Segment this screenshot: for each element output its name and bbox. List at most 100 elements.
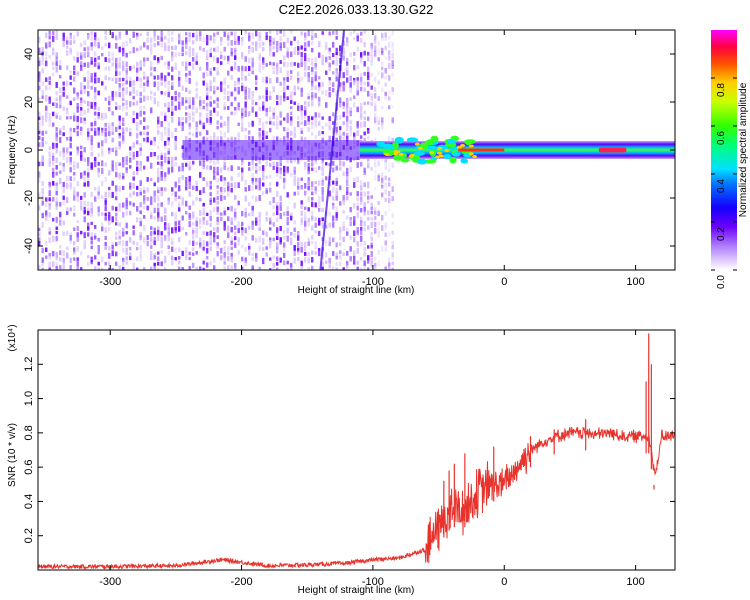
spectrogram-pixel [122,132,125,137]
spectrogram-pixel [234,55,237,60]
spectrogram-pixel [297,231,300,236]
spectrogram-pixel [185,100,188,104]
spectrogram-pixel [300,115,303,121]
spectrogram-pixel [104,227,107,233]
spectrogram-pixel [244,75,247,81]
spectrogram-pixel [178,117,181,122]
spectrogram-pixel [83,207,86,213]
spectrogram-hotspot [456,145,462,149]
spectrogram-pixel [391,252,394,258]
spectrogram-pixel [297,121,300,128]
spectrogram-pixel [153,136,156,142]
spectrogram-image [38,30,675,270]
spectrogram-pixel [293,166,296,173]
spectrogram-pixel [363,101,366,106]
spectrogram-pixel [38,161,41,167]
spectrogram-pixel [125,222,128,229]
spectrogram-pixel [220,55,223,60]
spectrogram-pixel [41,196,44,203]
spectrogram-pixel [150,255,153,261]
spectrogram-pixel [346,57,349,64]
spectrogram-pixel [230,66,233,71]
spectrogram-pixel [269,267,272,270]
spectrogram-pixel [90,221,93,226]
spectrogram-pixel [265,107,268,112]
spectrogram-pixel [174,145,177,151]
spectrogram-pixel [234,66,237,70]
spectrogram-pixel [381,117,384,123]
spectrogram-pixel [73,127,76,133]
spectrogram-pixel [293,47,296,52]
snr-x-axis: -300 -200 -100 0 100 [99,330,645,588]
spectrogram-pixel [269,95,272,101]
spectrogram-pixel [66,107,69,111]
spectrogram-pixel [73,65,76,71]
spectrogram-pixel [262,130,265,137]
spectrogram-pixel [157,167,160,174]
spectrogram-pixel [339,101,342,108]
spectrogram-pixel [178,185,181,192]
spectrogram-pixel [356,130,359,137]
spectrogram-pixel [146,57,149,61]
spectrogram-pixel [363,251,366,257]
spectrogram-pixel [108,51,111,57]
spectrogram-pixel [139,105,142,112]
spectrogram-pixel [314,121,317,128]
spectrogram-pixel [388,41,391,48]
spectrogram-pixel [356,197,359,202]
spectrogram-pixel [346,102,349,109]
spectrogram-pixel [59,127,62,133]
spectrogram-pixel [94,187,97,191]
spectrogram-pixel [276,70,279,75]
spectrogram-pixel [125,256,128,261]
spectrogram-pixel [328,257,331,264]
y-tick-label: -20 [23,190,35,206]
spectrogram-pixel [325,240,328,246]
spectrogram-pixel [48,35,51,40]
spectrogram-pixel [384,197,387,202]
spectrogram-pixel [73,241,76,246]
spectrogram-pixel [59,220,62,226]
spectrogram-pixel [136,125,139,131]
spectrogram-pixel [363,206,366,213]
spectrogram-pixel [122,127,125,134]
spectrogram-pixel [244,180,247,186]
spectrogram-pixel [171,211,174,217]
spectrogram-pixel [90,165,93,170]
spectrogram-pixel [374,227,377,234]
spectrogram-pixel [66,150,69,155]
spectrogram-pixel [255,177,258,182]
spectrogram-pixel [234,47,237,52]
spectrogram-pixel [132,191,135,196]
spectrogram-pixel [108,101,111,106]
spectrogram-pixel [108,186,111,191]
spectrogram-pixel [115,191,118,196]
spectrogram-pixel [118,135,121,140]
spectrogram-pixel [146,80,149,87]
spectrogram-pixel [111,180,114,186]
spectrogram-pixel [129,236,132,243]
spectrogram-pixel [363,241,366,246]
spectrogram-pixel [297,51,300,56]
spectrogram-pixel [73,40,76,44]
spectrogram-pixel [206,255,209,260]
spectrogram-pixel [167,147,170,152]
spectrogram-pixel [276,236,279,241]
spectrogram-pixel [76,220,79,224]
spectrogram-pixel [349,130,352,137]
spectrogram-pixel [342,101,345,107]
spectrogram-pixel [300,127,303,133]
spectrogram-pixel [332,87,335,93]
spectrogram-pixel [300,265,303,270]
spectrogram-pixel [73,205,76,212]
spectrogram-pixel [55,226,58,230]
spectrogram-pixel [279,162,282,167]
spectrogram-pixel [80,86,83,91]
spectrogram-pixel [209,67,212,74]
spectrogram-pixel [125,75,128,82]
spectrogram-pixel [73,247,76,253]
spectrogram-pixel [255,257,258,262]
spectrogram-pixel [363,191,366,197]
spectrogram-pixel [328,162,331,167]
spectrogram-pixel [104,200,107,206]
